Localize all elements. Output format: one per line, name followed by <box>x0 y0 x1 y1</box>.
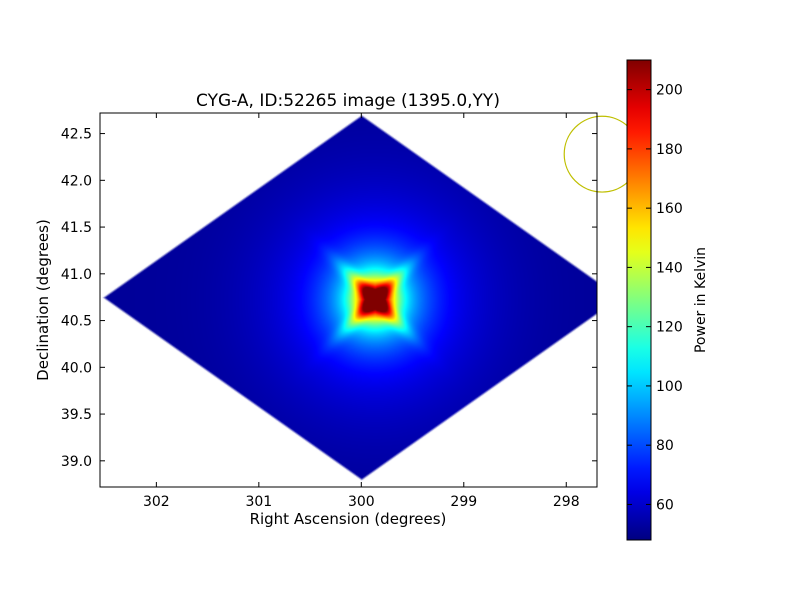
colorbar-tick-label: 80 <box>656 438 674 454</box>
y-tick-label: 39.0 <box>61 454 92 470</box>
x-tick-label: 301 <box>245 494 272 510</box>
colorbar-ticks: 60 80 100 120 140 160 180 200 <box>627 83 683 513</box>
plot-area: 302 301 300 299 298 39.0 39.5 40.0 40.5 41.0 41.5… <box>61 112 641 510</box>
y-tick-label: 42.0 <box>61 173 92 189</box>
y-tick-label: 40.0 <box>61 360 92 376</box>
colorbar-tick-label: 180 <box>656 142 683 158</box>
colorbar: 60 80 100 120 140 160 180 200 Power in Kelvin <box>626 59 709 541</box>
y-tick-label: 41.5 <box>61 220 92 236</box>
x-tick-label: 302 <box>143 494 170 510</box>
heatmap-image <box>100 113 597 487</box>
colorbar-tick-label: 140 <box>656 260 683 276</box>
x-tick-label: 300 <box>348 494 375 510</box>
x-tick-label: 299 <box>450 494 477 510</box>
y-axis-ticks: 39.0 39.5 40.0 40.5 41.0 41.5 42.0 42.5 <box>61 127 597 470</box>
x-axis-label: Right Ascension (degrees) <box>250 510 447 528</box>
y-tick-label: 41.0 <box>61 267 92 283</box>
y-tick-label: 39.5 <box>61 407 92 423</box>
y-axis-label: Declination (degrees) <box>34 219 52 381</box>
colorbar-label: Power in Kelvin <box>693 247 709 353</box>
colorbar-tick-label: 200 <box>656 83 683 99</box>
colorbar-tick-label: 100 <box>656 379 683 395</box>
colorbar-tick-label: 60 <box>656 497 674 513</box>
colorbar-tick-label: 120 <box>656 320 683 336</box>
y-tick-label: 42.5 <box>61 127 92 143</box>
x-axis-ticks: 302 301 300 299 298 <box>143 113 580 510</box>
chart-title: CYG-A, ID:52265 image (1395.0,YY) <box>196 91 500 111</box>
y-tick-label: 40.5 <box>61 314 92 330</box>
axes-frame <box>99 112 598 488</box>
colorbar-tick-label: 160 <box>656 201 683 217</box>
colorbar-gradient <box>626 59 652 541</box>
x-tick-label: 298 <box>553 494 580 510</box>
